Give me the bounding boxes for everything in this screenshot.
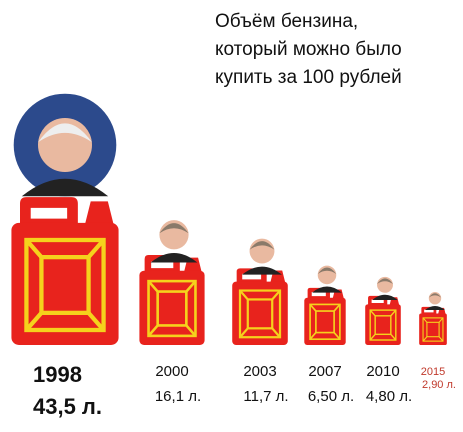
portrait xyxy=(312,265,342,293)
can-outline xyxy=(309,303,341,341)
value-label: 43,5 л. xyxy=(33,394,102,419)
portrait xyxy=(372,276,398,300)
portrait-suit xyxy=(21,178,109,197)
can-inner xyxy=(246,298,274,330)
portrait xyxy=(242,238,282,275)
value-label: 2,90 л. xyxy=(422,379,456,391)
portrait-suit xyxy=(372,294,398,300)
can-outline xyxy=(24,237,106,333)
can-outline xyxy=(147,279,197,338)
can-inner xyxy=(39,254,91,315)
portrait-suit xyxy=(312,286,342,293)
can-cross xyxy=(369,309,397,341)
jerry-can xyxy=(365,295,401,345)
can-inner xyxy=(156,290,188,327)
portrait xyxy=(13,93,117,197)
can-cross xyxy=(239,289,281,338)
can-inner xyxy=(426,321,440,338)
value-label: 6,50 л. xyxy=(308,388,354,405)
jerry-can xyxy=(11,197,119,345)
portrait-hair xyxy=(249,241,275,250)
portrait-suit xyxy=(425,305,445,310)
jerry-can xyxy=(232,268,288,345)
x-tick-label: 2000 xyxy=(155,363,188,380)
can-cross xyxy=(422,317,444,342)
can-outline xyxy=(422,317,444,342)
jerry-can xyxy=(419,306,447,345)
can-handle xyxy=(20,197,78,228)
can-cross xyxy=(147,280,197,337)
x-tick-label: 1998 xyxy=(33,362,82,387)
portrait-hair xyxy=(159,223,189,234)
value-label: 4,80 л. xyxy=(366,388,412,405)
can-outline xyxy=(369,309,397,341)
portrait-suit xyxy=(150,253,198,263)
can-inner xyxy=(315,310,335,334)
can-outline xyxy=(238,289,282,339)
portrait xyxy=(425,292,445,310)
title-line: который можно было xyxy=(215,39,402,60)
title: Объём бензина, который можно было купить… xyxy=(215,11,402,88)
title-line: купить за 100 рублей xyxy=(215,67,402,88)
can-spout xyxy=(84,201,115,228)
portrait-hair xyxy=(377,278,393,285)
value-label: 16,1 л. xyxy=(155,388,201,405)
title-line: Объём бензина, xyxy=(215,11,358,32)
portrait-suit xyxy=(242,266,282,275)
can-cross xyxy=(24,238,106,332)
portrait-hair xyxy=(428,293,442,298)
x-tick-label: 2003 xyxy=(243,363,276,380)
x-tick-label: 2015 xyxy=(421,366,445,378)
can-cross xyxy=(309,303,341,340)
can-inner xyxy=(374,315,392,336)
jerry-can xyxy=(304,287,346,345)
jerry-can xyxy=(139,255,205,345)
portrait-hair xyxy=(38,123,92,143)
portrait xyxy=(150,220,198,263)
x-tick-label: 2007 xyxy=(308,363,341,380)
portrait-hair xyxy=(317,267,337,275)
x-tick-label: 2010 xyxy=(366,363,399,380)
value-label: 11,7 л. xyxy=(243,388,288,405)
